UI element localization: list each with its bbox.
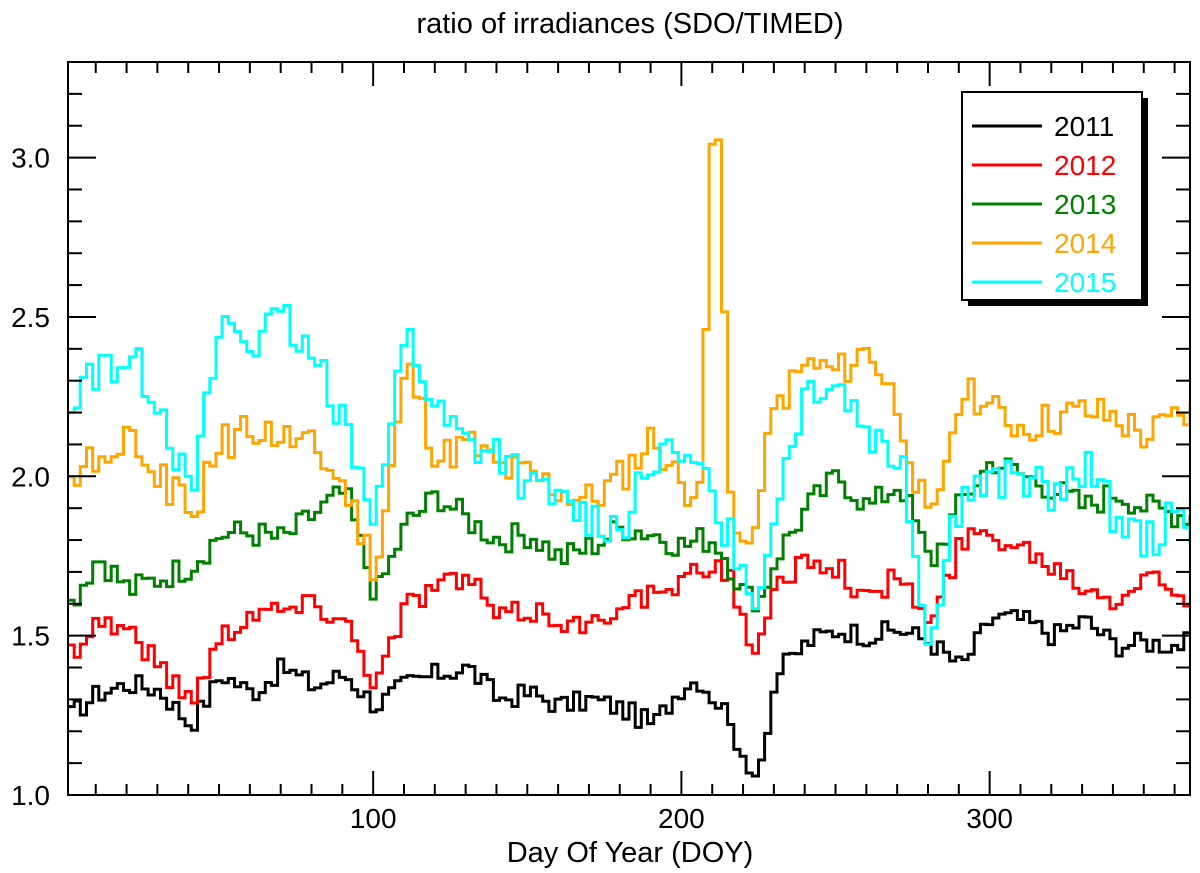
legend-label-2012: 2012 <box>1054 150 1116 181</box>
y-tick-label: 2.0 <box>11 461 50 492</box>
y-tick-label: 1.0 <box>11 780 50 811</box>
series-line-2015 <box>68 304 1190 646</box>
legend-label-2015: 2015 <box>1054 267 1116 298</box>
x-tick-label: 100 <box>350 803 397 834</box>
series-line-2011 <box>68 609 1190 778</box>
axes-layer: 100 200 300 1.0 1.5 2.0 2.5 3.0 <box>11 62 1190 834</box>
y-tick-label: 2.5 <box>11 302 50 333</box>
series-line-2012 <box>68 527 1190 705</box>
y-tick-label: 1.5 <box>11 621 50 652</box>
legend-label-2013: 2013 <box>1054 189 1116 220</box>
x-tick-label: 200 <box>658 803 705 834</box>
x-axis-label: Day Of Year (DOY) <box>507 837 754 869</box>
chart-title: ratio of irradiances (SDO/TIMED) <box>416 8 843 40</box>
legend-label-2014: 2014 <box>1054 228 1116 259</box>
series-line-2014 <box>68 138 1190 582</box>
plot-frame <box>67 61 1191 796</box>
legend: 2011 2012 2013 2014 2015 <box>961 91 1148 306</box>
y-tick-label: 3.0 <box>11 143 50 174</box>
x-tick-label: 300 <box>966 803 1013 834</box>
series-layer <box>68 138 1190 778</box>
legend-label-2011: 2011 <box>1054 111 1114 142</box>
